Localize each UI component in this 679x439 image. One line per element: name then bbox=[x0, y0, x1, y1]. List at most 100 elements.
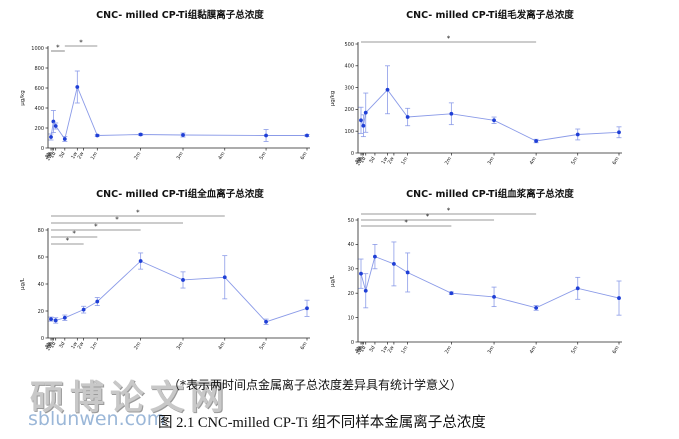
data-point bbox=[449, 111, 454, 116]
x-tick-label: 1m bbox=[400, 156, 409, 166]
data-point bbox=[305, 306, 309, 311]
y-tick-label: 300 bbox=[344, 85, 354, 91]
significance-star: * bbox=[72, 230, 76, 238]
data-point bbox=[51, 119, 56, 124]
data-point bbox=[363, 288, 368, 293]
watermark-text: 硕博论文网 bbox=[30, 378, 230, 418]
data-point bbox=[391, 262, 396, 266]
y-tick-label: 200 bbox=[344, 107, 354, 113]
x-tick-label: 12h bbox=[355, 345, 365, 356]
y-axis-label: μg/kg bbox=[20, 90, 26, 106]
chart-title: CNC- milled CP-Ti组毛发离子总浓度 bbox=[406, 9, 574, 21]
x-tick-label: 6h bbox=[356, 156, 364, 165]
data-point bbox=[181, 133, 185, 137]
data-point bbox=[575, 132, 580, 137]
data-point bbox=[53, 124, 58, 128]
data-point bbox=[49, 135, 53, 139]
significance-star: * bbox=[447, 35, 451, 43]
x-tick-label: 3d bbox=[368, 156, 376, 165]
y-tick-label: 30 bbox=[348, 267, 354, 273]
y-tick-label: 40 bbox=[38, 282, 44, 288]
x-tick-label: 2w bbox=[387, 156, 396, 165]
chart-title: CNC- milled CP-Ti组全血离子总浓度 bbox=[96, 188, 264, 200]
x-tick-label: 6h bbox=[46, 341, 54, 350]
x-tick-label: 5m bbox=[259, 341, 268, 351]
data-point bbox=[617, 130, 621, 135]
data-point bbox=[359, 271, 363, 276]
data-point bbox=[49, 317, 53, 321]
x-tick-label: 4m bbox=[529, 156, 538, 166]
data-point bbox=[75, 85, 80, 89]
x-tick-label: 4m bbox=[529, 345, 538, 355]
y-tick-label: 0 bbox=[351, 340, 354, 346]
data-point bbox=[138, 132, 143, 137]
x-tick-label: 6h bbox=[46, 151, 54, 160]
x-tick-label: 3m bbox=[176, 151, 185, 161]
x-tick-label: 3m bbox=[487, 156, 496, 166]
data-point bbox=[405, 270, 410, 275]
y-axis-label: μg/L bbox=[20, 277, 26, 290]
significance-star: * bbox=[79, 39, 83, 47]
data-point bbox=[95, 299, 100, 304]
x-tick-label: 1m bbox=[90, 341, 99, 351]
x-tick-label: 6m bbox=[300, 341, 309, 351]
y-tick-label: 600 bbox=[34, 86, 44, 92]
x-tick-label: 3m bbox=[176, 341, 185, 351]
data-point bbox=[359, 118, 363, 123]
series-line bbox=[360, 89, 620, 142]
x-tick-label: 2m bbox=[133, 151, 142, 161]
x-tick-label: 3d bbox=[58, 151, 66, 160]
x-tick-label: 0h bbox=[354, 156, 362, 165]
y-tick-label: 0 bbox=[41, 146, 44, 152]
significance-note: （*表示两时间点金属离子总浓度差异具有统计学意义） bbox=[168, 378, 463, 392]
significance-star: * bbox=[66, 237, 70, 245]
x-tick-label: 1d bbox=[49, 151, 57, 160]
y-tick-label: 40 bbox=[348, 242, 354, 248]
data-point bbox=[534, 305, 539, 310]
x-tick-label: 4m bbox=[217, 341, 226, 351]
x-tick-label: 1d bbox=[49, 341, 57, 350]
x-tick-label: 12h bbox=[45, 341, 55, 352]
x-tick-label: 1w bbox=[70, 151, 79, 160]
y-tick-label: 0 bbox=[41, 336, 44, 342]
x-tick-label: 1m bbox=[90, 151, 99, 161]
x-tick-label: 4m bbox=[217, 151, 226, 161]
data-point bbox=[534, 139, 539, 143]
x-tick-label: 3d bbox=[58, 341, 66, 350]
x-tick-label: 12h bbox=[355, 156, 365, 167]
significance-star: * bbox=[115, 216, 119, 224]
x-tick-label: 6h bbox=[356, 345, 364, 354]
x-tick-label: 5m bbox=[570, 156, 579, 166]
series-line bbox=[50, 260, 308, 323]
x-tick-label: 1w bbox=[380, 345, 389, 354]
x-tick-label: 1d bbox=[359, 345, 367, 354]
x-tick-label: 12h bbox=[45, 151, 55, 162]
y-tick-label: 0 bbox=[351, 151, 354, 157]
y-tick-label: 100 bbox=[344, 129, 354, 135]
x-tick-label: 0h bbox=[354, 345, 362, 354]
data-point bbox=[385, 87, 390, 92]
data-point bbox=[449, 291, 454, 296]
x-tick-label: 6m bbox=[612, 156, 621, 166]
data-point bbox=[181, 278, 185, 282]
data-point bbox=[373, 254, 377, 259]
y-tick-label: 20 bbox=[38, 309, 44, 315]
chart-panel-4: CNC- milled CP-Ti组血浆离子总浓度 0 10 20 30 40 50 μg/L… bbox=[330, 188, 622, 356]
y-tick-label: 200 bbox=[34, 126, 44, 132]
chart-panel-3: CNC- milled CP-Ti组全血离子总浓度 0 20 40 60 80 μg/L 0h… bbox=[20, 188, 310, 352]
x-tick-label: 1m bbox=[400, 345, 409, 355]
significance-star: * bbox=[56, 44, 60, 52]
y-tick-label: 400 bbox=[34, 106, 44, 112]
significance-star: * bbox=[94, 223, 98, 231]
x-tick-label: 3d bbox=[368, 345, 376, 354]
data-point bbox=[264, 319, 268, 324]
chart-panel-2: CNC- milled CP-Ti组毛发离子总浓度 0 100 200 300 400 50… bbox=[330, 9, 622, 167]
x-tick-label: 1w bbox=[70, 341, 79, 350]
x-tick-label: 3m bbox=[487, 345, 496, 355]
chart-title: CNC- milled CP-Ti组血浆离子总浓度 bbox=[406, 188, 574, 200]
watermark-url: sblunwen.com bbox=[28, 408, 166, 430]
x-tick-label: 5m bbox=[570, 345, 579, 355]
data-point bbox=[617, 296, 621, 300]
x-tick-label: 6m bbox=[300, 151, 309, 161]
